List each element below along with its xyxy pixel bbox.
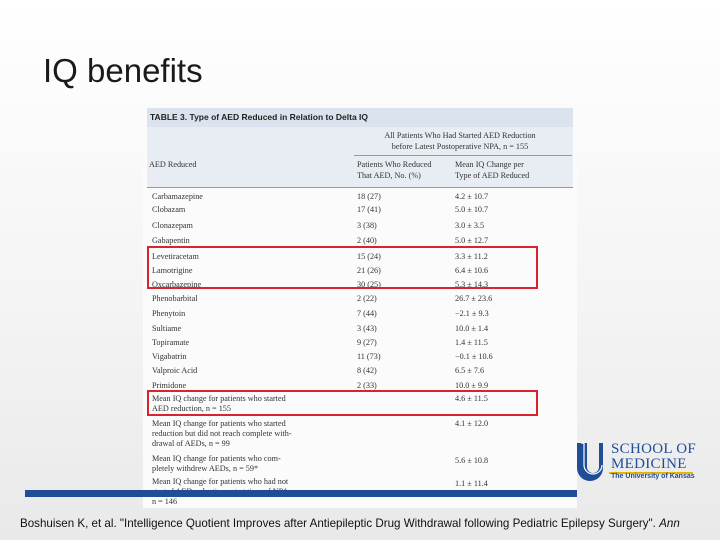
slide-title: IQ benefits bbox=[43, 52, 203, 89]
drug-name: Topiramate bbox=[152, 338, 190, 347]
iq-change-value: 26.7 ± 23.6 bbox=[455, 294, 493, 303]
summary-value: 1.1 ± 11.4 bbox=[455, 479, 488, 488]
iq-change-value: 6.5 ± 7.6 bbox=[455, 366, 485, 375]
citation: Boshuisen K, et al. "Intelligence Quotie… bbox=[20, 517, 720, 530]
summary-value: 5.6 ± 10.8 bbox=[455, 456, 489, 465]
patients-value: 18 (27) bbox=[357, 192, 381, 201]
blue-footer-rule bbox=[25, 490, 577, 497]
table-row: Phenytoin 7 (44) −2.1 ± 9.3 bbox=[147, 307, 573, 320]
col-header-line: Patients Who Reduced bbox=[357, 160, 432, 169]
col-header-patients: Patients Who Reduced That AED, No. (%) bbox=[357, 160, 431, 181]
table-row: Oxcarbazepine 30 (25) 5.3 ± 14.3 bbox=[147, 278, 573, 291]
table-row: Phenobarbital 2 (22) 26.7 ± 23.6 bbox=[147, 292, 573, 305]
drug-name: Oxcarbazepine bbox=[152, 280, 202, 289]
table-caption: TABLE 3. Type of AED Reduced in Relation… bbox=[147, 108, 573, 127]
col-header-aed: AED Reduced bbox=[149, 160, 197, 169]
drug-name: Valproic Acid bbox=[152, 366, 198, 375]
iq-change-value: 5.0 ± 10.7 bbox=[455, 205, 489, 214]
table-row: Carbamazepine 18 (27) 4.2 ± 10.7 bbox=[147, 190, 573, 203]
highlight-box-mean-iq-change bbox=[147, 390, 538, 416]
patients-value: 8 (42) bbox=[357, 366, 377, 375]
drug-name: Clobazam bbox=[152, 205, 186, 214]
drug-name: Phenytoin bbox=[152, 309, 186, 318]
patients-value: 21 (26) bbox=[357, 266, 381, 275]
summary-value: 4.6 ± 11.5 bbox=[455, 394, 488, 403]
table-row: Topiramate 9 (27) 1.4 ± 11.5 bbox=[147, 336, 573, 349]
iq-change-value: 1.4 ± 11.5 bbox=[455, 338, 488, 347]
drug-name: Lamotrigine bbox=[152, 266, 193, 275]
drug-name: Gabapentin bbox=[152, 236, 190, 245]
iq-change-value: 3.3 ± 11.2 bbox=[455, 252, 488, 261]
col-header-line: Type of AED Reduced bbox=[455, 170, 530, 180]
drug-name: Vigabatrin bbox=[152, 352, 187, 361]
iq-change-value: 4.2 ± 10.7 bbox=[455, 192, 489, 201]
summary-label: reduction but did not reach complete wit… bbox=[152, 429, 292, 438]
patients-value: 9 (27) bbox=[357, 338, 377, 347]
patients-value: 11 (73) bbox=[357, 352, 381, 361]
iq-change-value: −0.1 ± 10.6 bbox=[455, 352, 493, 361]
iq-change-value: 5.3 ± 14.3 bbox=[455, 280, 489, 289]
table-row: Valproic Acid 8 (42) 6.5 ± 7.6 bbox=[147, 364, 573, 377]
patients-value: 2 (33) bbox=[357, 381, 377, 390]
drug-name: Primidone bbox=[152, 381, 187, 390]
ku-monogram-icon bbox=[577, 442, 603, 481]
table-row: Levetiracetam 15 (24) 3.3 ± 11.2 bbox=[147, 250, 573, 263]
summary-label: Mean IQ change for patients who had not bbox=[152, 477, 289, 486]
col-header-iq-change: Mean IQ Change per Type of AED Reduced bbox=[455, 160, 529, 181]
table-header-band bbox=[147, 127, 573, 187]
group-header-line: All Patients Who Had Started AED Reducti… bbox=[384, 131, 536, 140]
patients-value: 3 (43) bbox=[357, 324, 377, 333]
drug-name: Carbamazepine bbox=[152, 192, 203, 201]
patients-value: 17 (41) bbox=[357, 205, 381, 214]
logo-line-university: The University of Kansas bbox=[611, 473, 695, 480]
summary-label: n = 146 bbox=[152, 497, 178, 506]
patients-value: 7 (44) bbox=[357, 309, 377, 318]
header-rule bbox=[147, 187, 573, 188]
col-header-line: Mean IQ Change per bbox=[455, 160, 524, 169]
drug-name: Sultiame bbox=[152, 324, 182, 333]
drug-name: Phenobarbital bbox=[152, 294, 198, 303]
summary-label: Mean IQ change for patients who started bbox=[152, 419, 286, 428]
iq-change-value: 3.0 ± 3.5 bbox=[455, 221, 485, 230]
drug-name: Levetiracetam bbox=[152, 252, 199, 261]
table-row: Clonazepam 3 (38) 3.0 ± 3.5 bbox=[147, 219, 573, 232]
table-row: Clobazam 17 (41) 5.0 ± 10.7 bbox=[147, 203, 573, 216]
logo-line-medicine: MEDICINE bbox=[611, 456, 687, 472]
group-header-line: before Latest Postoperative NPA, n = 155 bbox=[391, 141, 529, 151]
summary-label: Mean IQ change for patients who started bbox=[152, 394, 286, 403]
summary-label: drawal of AEDs, n = 99 bbox=[152, 439, 230, 448]
iq-change-value: 10.0 ± 1.4 bbox=[455, 324, 489, 333]
iq-change-value: 5.0 ± 12.7 bbox=[455, 236, 489, 245]
citation-text: Boshuisen K, et al. "Intelligence Quotie… bbox=[20, 517, 656, 530]
aed-table: TABLE 3. Type of AED Reduced in Relation… bbox=[143, 104, 577, 508]
table-row: Gabapentin 2 (40) 5.0 ± 12.7 bbox=[147, 234, 573, 247]
citation-journal: Ann bbox=[659, 517, 680, 530]
table-row: Vigabatrin 11 (73) −0.1 ± 10.6 bbox=[147, 350, 573, 363]
group-header: All Patients Who Had Started AED Reducti… bbox=[355, 131, 565, 152]
patients-value: 2 (40) bbox=[357, 236, 377, 245]
summary-label: pletely withdrew AEDs, n = 59* bbox=[152, 464, 259, 473]
summary-label: AED reduction, n = 155 bbox=[152, 404, 231, 413]
drug-name: Clonazepam bbox=[152, 221, 193, 230]
iq-change-value: 6.4 ± 10.6 bbox=[455, 266, 489, 275]
summary-label: Mean IQ change for patients who com- bbox=[152, 454, 281, 463]
logo-stripe bbox=[609, 472, 693, 474]
patients-value: 15 (24) bbox=[357, 252, 381, 261]
iq-change-value: 10.0 ± 9.9 bbox=[455, 381, 489, 390]
patients-value: 3 (38) bbox=[357, 221, 377, 230]
table-row: Lamotrigine 21 (26) 6.4 ± 10.6 bbox=[147, 264, 573, 277]
patients-value: 30 (25) bbox=[357, 280, 381, 289]
iq-change-value: −2.1 ± 9.3 bbox=[455, 309, 489, 318]
ku-medicine-logo: SCHOOL OF MEDICINE The University of Kan… bbox=[575, 441, 715, 485]
group-rule bbox=[354, 155, 572, 156]
table-row: Primidone 2 (33) 10.0 ± 9.9 bbox=[147, 379, 573, 392]
summary-value: 4.1 ± 12.0 bbox=[455, 419, 489, 428]
logo-line-school: SCHOOL OF bbox=[611, 441, 697, 457]
patients-value: 2 (22) bbox=[357, 294, 377, 303]
col-header-line: That AED, No. (%) bbox=[357, 170, 421, 180]
table-row: Sultiame 3 (43) 10.0 ± 1.4 bbox=[147, 322, 573, 335]
highlight-box-levetiracetam-oxcarbazepine bbox=[147, 246, 538, 289]
